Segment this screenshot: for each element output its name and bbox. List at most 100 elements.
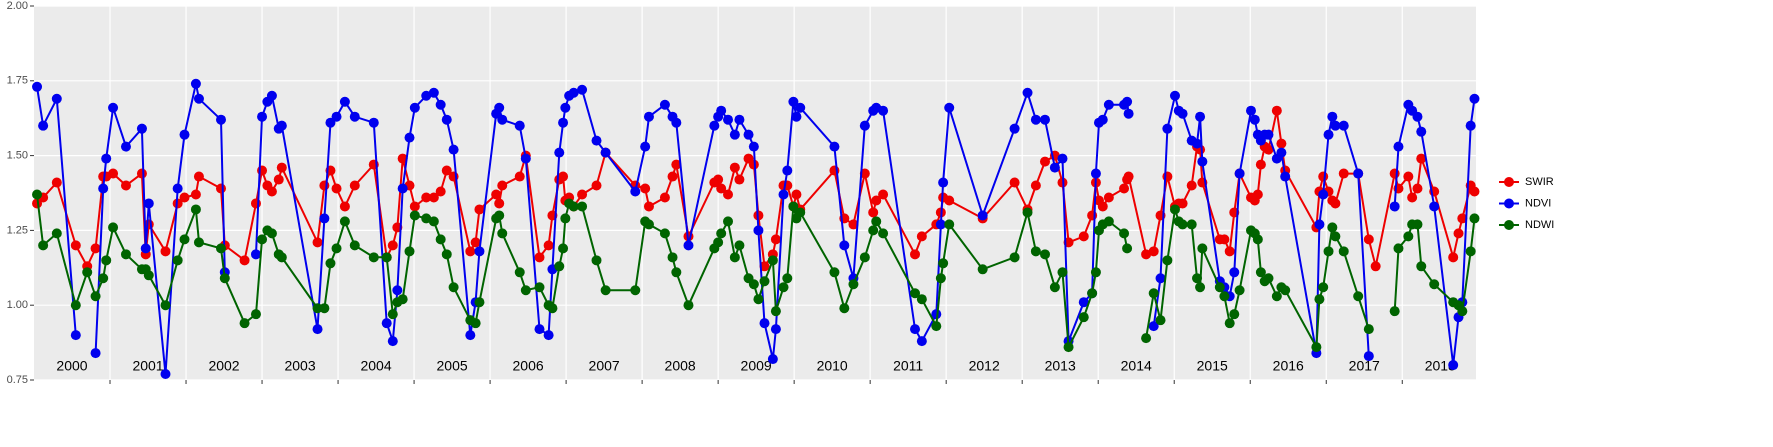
point [1090,168,1101,179]
point [859,252,870,263]
point [1403,171,1414,182]
point [671,159,682,170]
point [219,273,230,284]
point [312,237,323,248]
point [190,204,201,215]
point [51,228,62,239]
point [1030,114,1041,125]
point [910,324,921,335]
point [759,276,770,287]
point [791,111,802,122]
point [743,129,754,140]
point [640,183,651,194]
point [404,246,415,257]
point [250,309,261,320]
point [931,321,942,332]
point [428,216,439,227]
point [640,141,651,152]
point [748,159,759,170]
point [1412,111,1423,122]
point [193,237,204,248]
point [709,120,720,131]
point [931,309,942,320]
year-label: 2018 [1425,358,1456,374]
point [577,201,588,212]
point [101,153,112,164]
point [1448,252,1459,263]
point [339,201,350,212]
point [190,78,201,89]
point [276,252,287,263]
point [349,240,360,251]
point [1403,231,1414,242]
point [1318,282,1329,293]
point [1327,111,1338,122]
point [409,201,420,212]
point [1271,105,1282,116]
point [1141,249,1152,260]
point [90,291,101,302]
point [1429,279,1440,290]
point [1103,216,1114,227]
point [916,336,927,347]
point [868,225,879,236]
point [1103,99,1114,110]
point [1469,186,1480,197]
point [90,348,101,359]
point [421,90,432,101]
point [547,303,558,314]
point [791,189,802,200]
point [848,279,859,290]
point [753,225,764,236]
year-label: 2006 [513,358,544,374]
point [554,147,565,158]
point [1087,288,1098,299]
point [215,183,226,194]
point [179,129,190,140]
point [1338,246,1349,257]
point [878,189,889,200]
point [435,234,446,245]
point [387,336,398,347]
point [558,171,569,182]
point [1249,114,1260,125]
point [108,102,119,113]
point [397,153,408,164]
point [120,180,131,191]
point [172,255,183,266]
point [448,282,459,293]
point [520,153,531,164]
point [1252,189,1263,200]
point [1407,192,1418,203]
point [441,114,452,125]
point [494,102,505,113]
point [713,237,724,248]
point [474,204,485,215]
point [494,210,505,221]
point [381,252,392,263]
point [938,258,949,269]
point [514,267,525,278]
point [778,282,789,293]
point [339,216,350,227]
year-label: 2007 [589,358,620,374]
year-label: 2010 [817,358,848,374]
point [1162,171,1173,182]
point [514,171,525,182]
point [1177,198,1188,209]
point [1327,222,1338,233]
point [1338,120,1349,131]
point [716,183,727,194]
point [474,246,485,257]
point [1271,291,1282,302]
point [1214,282,1225,293]
point [839,240,850,251]
point [108,168,119,179]
point [910,288,921,299]
point [577,84,588,95]
point [560,102,571,113]
point [671,267,682,278]
year-label: 2015 [1197,358,1228,374]
point [591,255,602,266]
point [276,120,287,131]
